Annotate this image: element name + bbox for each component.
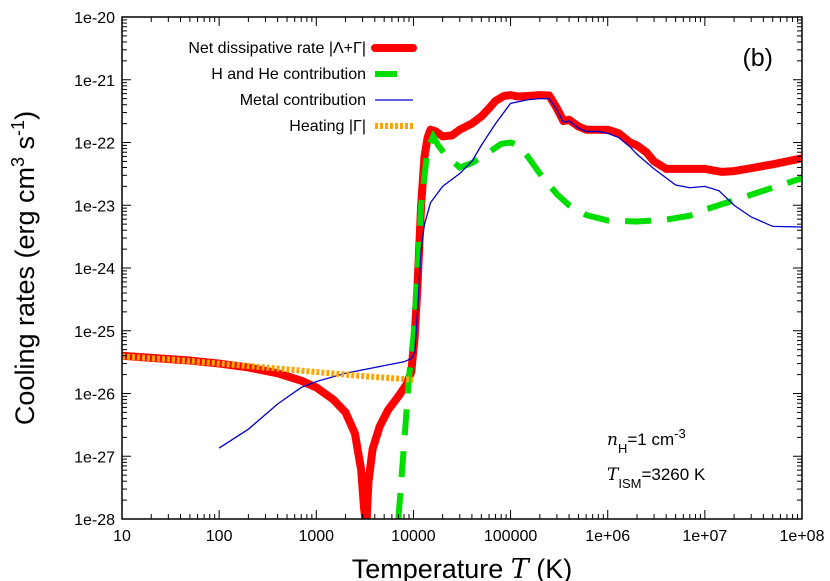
x-tick-label: 1e+08 (780, 528, 825, 545)
legend-label-1: H and He contribution (211, 66, 366, 83)
legend-label-0: Net dissipative rate |Λ+Γ| (188, 40, 366, 57)
axis-ticks (121, 16, 803, 520)
y-tick-label: 1e-25 (74, 324, 115, 341)
y-tick-labels: 1e-28 1e-27 1e-26 1e-25 1e-24 1e-23 1e-22 1e-21… (74, 10, 115, 529)
x-tick-label: 1e+07 (682, 528, 727, 545)
x-tick-label: 10 (113, 528, 131, 545)
panel-label: (b) (742, 44, 773, 72)
series-line-0 (122, 91, 802, 519)
ism-temperature-annotation: TISM=3260 K (607, 465, 706, 491)
series-line-1 (395, 129, 802, 519)
y-tick-label: 1e-20 (74, 10, 115, 27)
x-tick-label: 100000 (484, 528, 537, 545)
legend-label-2: Metal contribution (240, 92, 366, 109)
x-tick-labels: 10 100 1000 10000 100000 1e+06 1e+07 1e+08 (113, 528, 824, 545)
y-axis-label: Cooling rates (erg cm3 s-1) (8, 111, 40, 425)
y-tick-label: 1e-24 (74, 261, 115, 278)
legend: Net dissipative rate |Λ+Γ| H and He contr… (188, 40, 417, 135)
y-tick-label: 1e-23 (74, 198, 115, 215)
series-line-2 (218, 97, 802, 449)
y-tick-label: 1e-21 (74, 73, 115, 90)
y-tick-label: 1e-22 (74, 136, 115, 153)
plot-frame (121, 16, 803, 520)
y-tick-label: 1e-27 (74, 449, 115, 466)
y-tick-label: 1e-26 (74, 387, 115, 404)
y-tick-label: 1e-28 (74, 512, 115, 529)
x-tick-label: 100 (206, 528, 233, 545)
x-tick-label: 1000 (298, 528, 334, 545)
x-tick-label: 1e+06 (585, 528, 630, 545)
x-tick-label: 10000 (391, 528, 436, 545)
series-line-3 (122, 353, 414, 383)
legend-label-3: Heating |Γ| (289, 118, 366, 135)
density-annotation: nH=1 cm-3 (607, 426, 686, 456)
x-axis-label: Temperature T (K) (352, 554, 573, 581)
series-layer (122, 91, 802, 519)
